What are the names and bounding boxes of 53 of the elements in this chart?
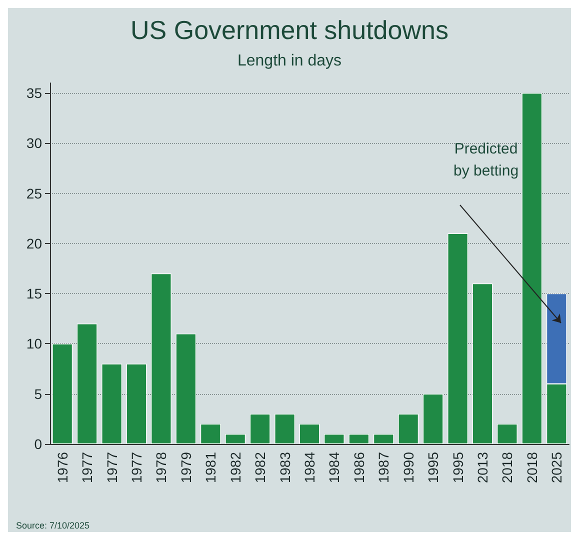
- x-tick-label: 1990: [400, 452, 416, 484]
- x-tick-label: 1984: [326, 452, 342, 484]
- y-tick-label: 15: [26, 286, 42, 302]
- y-tick-label: 5: [34, 386, 42, 402]
- x-tick-label: 2018: [499, 452, 516, 484]
- bar: [448, 233, 468, 444]
- x-tick-label: 1977: [128, 452, 144, 484]
- x-tick-label: 1979: [178, 452, 194, 484]
- bar: [348, 434, 370, 444]
- x-tick-label: 1982: [252, 452, 268, 484]
- x-tick-label: 1995: [425, 452, 442, 484]
- bar: [250, 414, 270, 444]
- x-tick-label: 1977: [104, 452, 120, 484]
- bar: [522, 93, 542, 444]
- chart-title: US Government shutdowns: [130, 15, 448, 45]
- y-tick-label: 30: [26, 135, 42, 152]
- y-tick-label: 10: [26, 336, 42, 352]
- bar: [324, 434, 344, 444]
- x-tick-label: 1978: [153, 452, 170, 484]
- x-tick-label: 1987: [376, 452, 392, 484]
- x-tick-label: 1983: [276, 452, 293, 484]
- chart-subtitle: Length in days: [237, 52, 342, 70]
- bar: [374, 434, 394, 444]
- y-tick-label: 25: [26, 185, 42, 202]
- x-tick-label: 1984: [302, 452, 318, 484]
- bar: [126, 364, 147, 444]
- x-tick-label: 1981: [202, 452, 219, 484]
- source-note: Source: 7/10/2025: [16, 520, 90, 530]
- x-tick-label: 1995: [450, 452, 466, 484]
- bar: [200, 424, 221, 444]
- x-tick-label: 2013: [474, 452, 490, 484]
- bar: [102, 364, 122, 444]
- bar: [76, 324, 98, 444]
- x-tick-label: 1982: [227, 452, 244, 484]
- annotation: Predicted by betting: [453, 140, 519, 180]
- bar: [274, 414, 295, 444]
- x-tick-label: 1977: [79, 452, 96, 484]
- x-tick-label: 1986: [350, 452, 367, 484]
- bar: [398, 414, 418, 444]
- bar: [497, 424, 518, 444]
- bar: [225, 434, 246, 444]
- bar: [299, 424, 320, 444]
- y-tick-label: 20: [26, 235, 42, 252]
- bar: [422, 394, 444, 444]
- y-tick-label: 0: [34, 436, 42, 452]
- bar: [151, 274, 172, 444]
- bar: [472, 284, 493, 444]
- x-tick-label: 2018: [524, 452, 540, 484]
- x-tick-label: 2025: [548, 452, 565, 484]
- x-tick-label: 1976: [54, 452, 70, 484]
- y-tick-label: 35: [26, 85, 42, 102]
- bar: [52, 344, 72, 444]
- bar: [176, 334, 196, 444]
